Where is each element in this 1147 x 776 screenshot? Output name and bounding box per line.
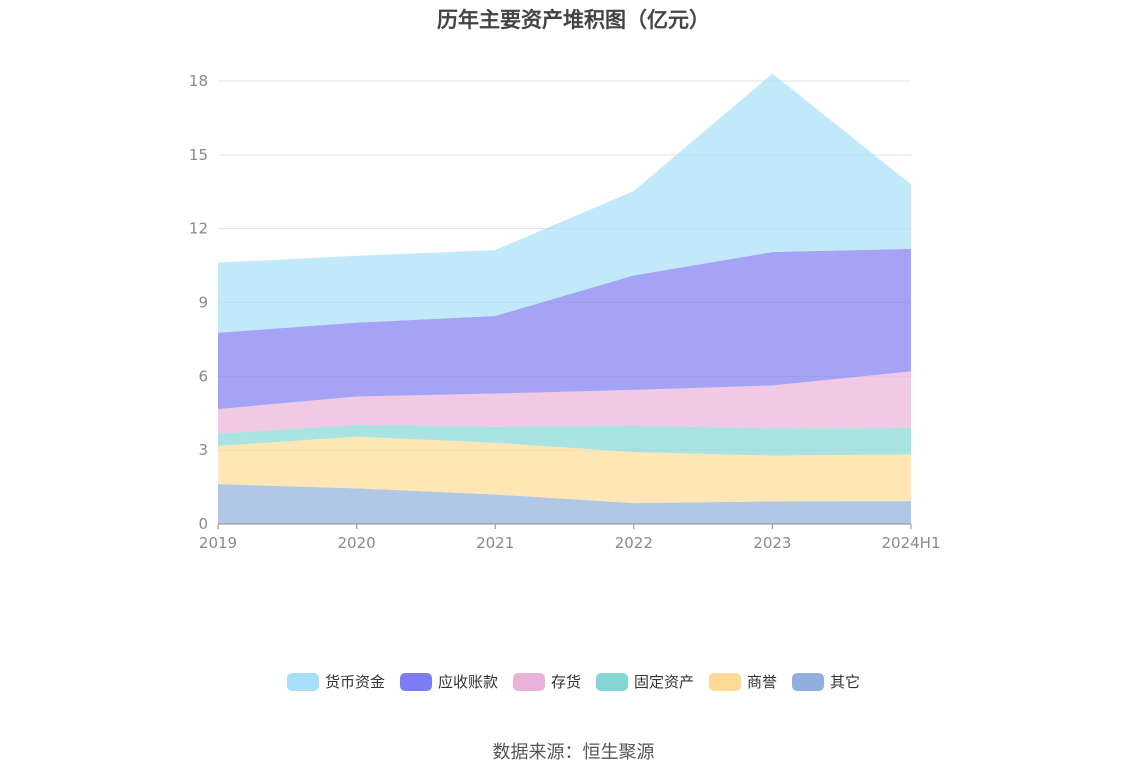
legend: 货币资金 应收账款 存货 固定资产 商誉 其它	[0, 671, 1147, 692]
legend-label: 固定资产	[634, 673, 695, 691]
y-tick-label: 6	[198, 367, 208, 385]
area-3	[218, 424, 911, 456]
legend-item[interactable]: 固定资产	[596, 671, 694, 692]
area-5	[218, 248, 911, 410]
legend-item[interactable]: 存货	[512, 671, 581, 692]
area-6	[218, 73, 911, 333]
y-tick-label: 3	[198, 441, 208, 459]
legend-swatch	[286, 672, 319, 691]
x-tick-label: 2022	[615, 534, 653, 552]
legend-label: 商誉	[747, 673, 778, 691]
x-tick-label: 2021	[476, 534, 514, 552]
legend-label: 存货	[550, 673, 581, 691]
legend-swatch	[709, 672, 742, 691]
source-note: 数据来源：恒生聚源	[492, 742, 655, 763]
legend-swatch	[512, 672, 545, 691]
legend-swatch	[792, 672, 825, 691]
y-tick-label: 0	[198, 515, 208, 533]
legend-label: 货币资金	[324, 673, 385, 691]
stacked-area-chart: 0 3 6 9 12 15 18 2019 2020 2021 2022 2023 2024H1	[189, 72, 941, 552]
area-series	[218, 73, 911, 524]
legend-item[interactable]: 货币资金	[286, 671, 385, 692]
y-tick-label: 9	[198, 294, 208, 312]
x-tick-label: 2020	[338, 534, 376, 552]
legend-item[interactable]: 应收账款	[399, 671, 498, 692]
legend-swatch	[596, 672, 628, 691]
chart-title: 历年主要资产堆积图（亿元）	[437, 8, 710, 32]
legend-swatch	[399, 672, 432, 691]
x-tick-label: 2019	[199, 534, 237, 552]
axes: 0 3 6 9 12 15 18 2019 2020 2021 2022 2023 2024H1	[189, 72, 941, 552]
y-tick-label: 18	[189, 72, 208, 90]
x-tick-label: 2023	[753, 534, 791, 552]
legend-label: 应收账款	[437, 673, 498, 691]
x-tick-label: 2024H1	[882, 534, 941, 552]
legend-item[interactable]: 其它	[792, 671, 860, 692]
area-4	[218, 371, 911, 434]
area-2	[218, 436, 911, 504]
area-1	[218, 484, 911, 524]
legend-label: 其它	[830, 673, 861, 691]
y-tick-label: 15	[189, 146, 208, 164]
legend-item[interactable]: 商誉	[709, 671, 777, 692]
y-tick-label: 12	[189, 220, 208, 238]
